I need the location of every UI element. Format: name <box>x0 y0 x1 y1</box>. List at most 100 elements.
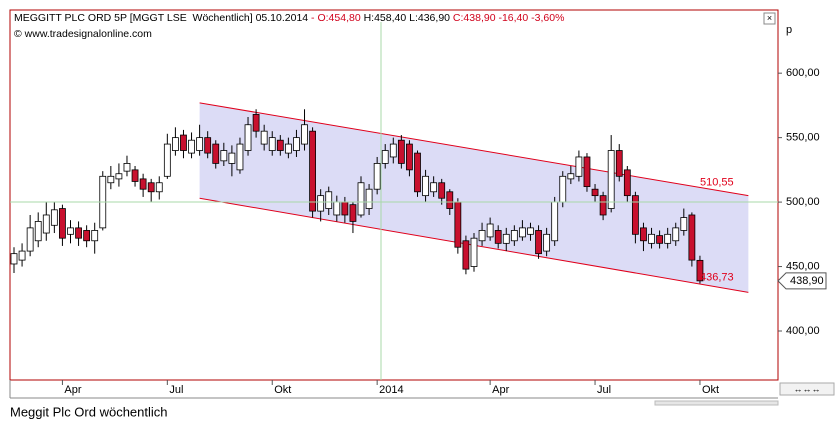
candle-body <box>438 182 446 199</box>
candle-body <box>123 163 131 172</box>
scroll-controls[interactable] <box>779 382 835 396</box>
candle-body <box>640 227 647 242</box>
x-tick-label: Jul <box>597 384 611 396</box>
candle-body <box>67 227 74 235</box>
candle-body <box>551 201 559 242</box>
candle-body <box>422 175 429 197</box>
candle-body <box>381 150 389 164</box>
y-tick-label: 550,00 <box>786 132 820 144</box>
candle-body <box>163 143 171 177</box>
candle-body <box>478 230 486 242</box>
candle-body <box>486 223 494 238</box>
candle-body <box>50 209 58 226</box>
candle-body <box>59 208 66 239</box>
candle-body <box>317 195 325 212</box>
candle-body <box>276 139 284 151</box>
title-open: - O:454,80 <box>311 12 361 24</box>
x-tick-label: Apr <box>64 384 81 396</box>
candle-body <box>42 214 50 234</box>
candle-body <box>75 227 82 239</box>
candle-body <box>333 201 341 216</box>
candle-body <box>284 143 292 154</box>
candle-body <box>567 173 575 180</box>
candle-body <box>341 201 349 216</box>
candle-body <box>494 230 502 244</box>
candle-body <box>107 175 115 184</box>
y-tick-label: 400,00 <box>786 325 820 337</box>
candle-body <box>91 230 99 242</box>
candle-body <box>519 227 526 238</box>
scroll-icons[interactable]: ↔↔↔ <box>794 384 821 394</box>
candle-body <box>301 124 308 145</box>
candle-body <box>591 188 599 197</box>
candle-body <box>543 233 551 252</box>
candle-body <box>34 221 42 242</box>
candle-body <box>196 137 204 151</box>
candle-body <box>397 139 405 164</box>
candle-body <box>648 233 655 244</box>
candle-body <box>325 191 333 209</box>
candle-body <box>688 214 696 261</box>
candle-body <box>454 201 462 248</box>
candle-body <box>680 217 688 231</box>
candle-body <box>535 230 542 255</box>
candle-body <box>430 182 438 193</box>
candle-body <box>527 227 534 235</box>
candle-body <box>470 237 478 267</box>
candle-body <box>220 150 228 162</box>
y-tick-label: 450,00 <box>786 260 820 272</box>
candle-body <box>462 240 470 270</box>
caption: Meggit Plc Ord wöchentlich <box>10 404 168 419</box>
x-tick-label: Jul <box>169 384 183 396</box>
candle-body <box>18 250 26 261</box>
candle-body <box>236 143 244 171</box>
price-marker-box <box>777 272 827 290</box>
x-tick-label: 2014 <box>379 384 403 396</box>
price-marker-label: 438,90 <box>790 275 824 287</box>
candle-body <box>83 230 91 242</box>
candle-body <box>502 233 510 244</box>
candle-body <box>373 163 381 190</box>
candle-body <box>293 137 300 151</box>
candle-body <box>309 130 316 212</box>
candle-body <box>414 152 421 193</box>
candle-body <box>631 195 639 235</box>
candle-body <box>623 169 631 197</box>
candle-body <box>357 182 365 216</box>
candle-body <box>204 137 212 154</box>
candle-body <box>228 152 236 164</box>
candle-body <box>188 139 195 154</box>
candle-body <box>139 178 147 190</box>
x-tick-label: Okt <box>702 384 719 396</box>
candle-body <box>212 143 220 164</box>
candle-body <box>672 227 680 242</box>
y-tick-label: 500,00 <box>786 196 820 208</box>
source: © www.tradesignalonline.com <box>14 28 152 40</box>
candle-body <box>260 130 268 145</box>
candle-body <box>268 137 276 151</box>
candle-body <box>583 156 591 188</box>
x-tick-label: Apr <box>492 384 509 396</box>
channel-area <box>199 102 749 293</box>
unit-label: p <box>786 24 792 36</box>
candle-body <box>244 124 252 151</box>
title-text: MEGGITT PLC ORD 5P [MGGT LSE Wöchentlich… <box>14 12 311 24</box>
close-icon[interactable]: × <box>767 13 772 23</box>
candle-body <box>615 150 623 177</box>
candle-body <box>510 230 518 242</box>
candle-body <box>115 173 123 180</box>
candle-body <box>599 195 607 216</box>
candle-body <box>155 182 163 193</box>
candle-body <box>252 114 260 132</box>
channel-label: 436,73 <box>700 272 734 284</box>
x-tick-label: Okt <box>274 384 291 396</box>
candle-body <box>131 169 139 182</box>
candle-body <box>26 227 34 252</box>
scrollbar[interactable] <box>654 400 779 406</box>
close-button[interactable] <box>763 12 776 25</box>
y-tick-label: 600,00 <box>786 67 820 79</box>
candle-body <box>10 253 18 265</box>
candle-body <box>575 156 583 177</box>
candle-body <box>171 137 179 151</box>
